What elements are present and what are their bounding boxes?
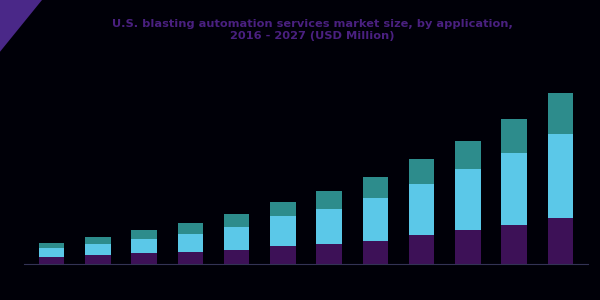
Bar <box>409 236 434 264</box>
Bar <box>39 257 64 264</box>
Bar <box>131 253 157 264</box>
Bar <box>548 93 573 134</box>
Bar <box>548 218 573 264</box>
Bar <box>131 239 157 253</box>
Bar <box>316 191 342 208</box>
Bar <box>131 230 157 239</box>
Bar <box>39 243 64 248</box>
Bar <box>270 216 296 246</box>
Bar <box>362 198 388 241</box>
Bar <box>362 176 388 198</box>
Bar <box>455 169 481 230</box>
Bar <box>85 244 110 255</box>
Bar <box>502 153 527 225</box>
Bar <box>502 225 527 264</box>
Polygon shape <box>0 0 42 52</box>
Bar <box>316 208 342 244</box>
Bar <box>39 248 64 257</box>
Bar <box>409 184 434 236</box>
Bar <box>85 237 110 244</box>
Bar <box>270 246 296 264</box>
Bar <box>316 244 342 264</box>
Text: U.S. blasting automation services market size, by application,
2016 - 2027 (USD : U.S. blasting automation services market… <box>112 19 512 41</box>
Bar <box>178 223 203 234</box>
Bar <box>455 141 481 169</box>
Bar <box>502 119 527 153</box>
Bar <box>409 159 434 184</box>
Bar <box>224 214 250 226</box>
Bar <box>85 255 110 264</box>
Bar <box>178 251 203 264</box>
Bar <box>224 250 250 264</box>
Bar <box>548 134 573 218</box>
Bar <box>362 241 388 264</box>
Bar <box>270 202 296 216</box>
Bar <box>178 234 203 251</box>
Bar <box>224 226 250 250</box>
Bar <box>455 230 481 264</box>
